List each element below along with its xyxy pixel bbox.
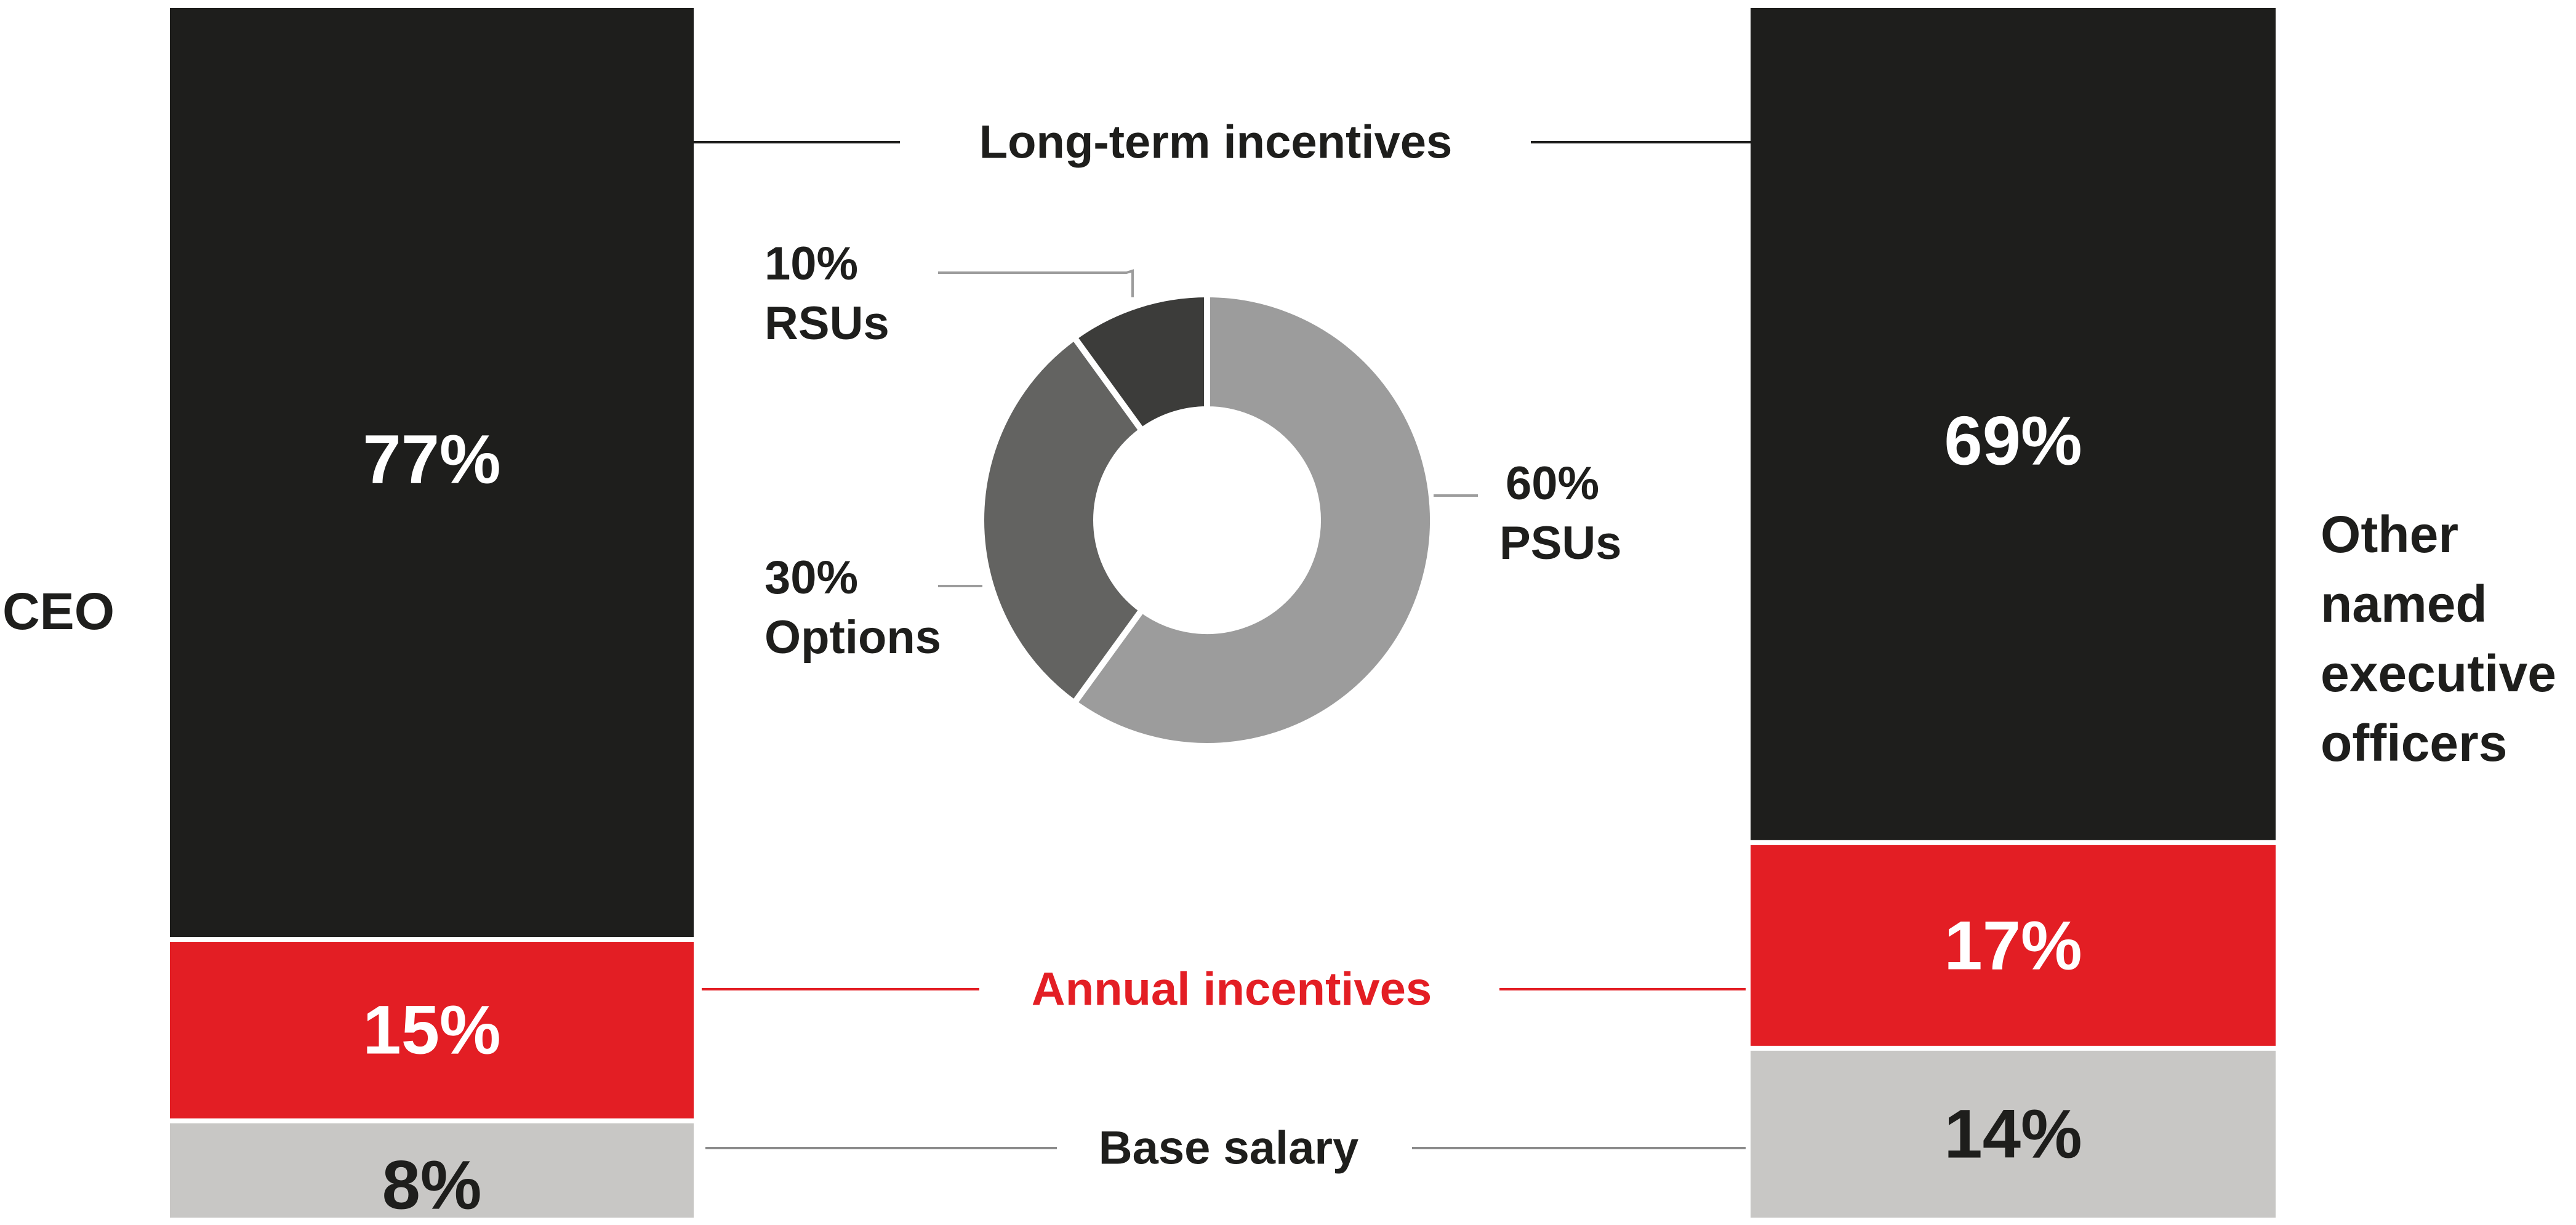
options-label: 30% Options xyxy=(764,548,941,667)
others-label-line: Other xyxy=(2321,505,2459,563)
rsu-name: RSUs xyxy=(764,297,889,350)
donut-slice-options xyxy=(977,333,1147,707)
base-label: Base salary xyxy=(1098,1122,1359,1175)
bar-data-label: 69% xyxy=(1944,402,2082,480)
rsu-leader xyxy=(938,269,1134,297)
lti-label: Long-term incentives xyxy=(979,116,1453,169)
bar-segment-long-term-incentives xyxy=(1751,8,2276,840)
bar-data-label: 17% xyxy=(1944,907,2082,984)
donut-slice-rsus xyxy=(1070,291,1210,435)
ceo-label: CEO xyxy=(2,582,115,640)
others-label-line: executive xyxy=(2321,645,2556,702)
options-name: Options xyxy=(764,611,942,664)
psu-label: 60% PSUs xyxy=(1499,454,1622,573)
psu-name: PSUs xyxy=(1499,517,1622,569)
bar-data-label: 15% xyxy=(363,991,501,1069)
donut-slice-psus xyxy=(1070,291,1436,749)
annual-label: Annual incentives xyxy=(1031,963,1432,1016)
others-label: Other named executive officers xyxy=(2321,500,2556,778)
others-label-line: officers xyxy=(2321,714,2508,772)
bar-data-label: 8% xyxy=(382,1146,482,1224)
bar-segment-annual-incentives xyxy=(1751,845,2276,1046)
others-label-line: named xyxy=(2321,575,2487,633)
bar-data-label: 14% xyxy=(1944,1095,2082,1173)
bar-segment-base-salary xyxy=(1751,1050,2276,1218)
options-percent: 30% xyxy=(764,552,859,604)
bar-segment-annual-incentives xyxy=(170,942,694,1119)
psu-percent: 60% xyxy=(1506,457,1600,510)
rsu-label: 10% RSUs xyxy=(764,234,889,353)
bar-segment-base-salary xyxy=(170,1123,694,1218)
bar-data-label: 77% xyxy=(363,420,501,498)
rsu-percent: 10% xyxy=(764,238,859,290)
bar-segment-long-term-incentives xyxy=(170,8,694,938)
